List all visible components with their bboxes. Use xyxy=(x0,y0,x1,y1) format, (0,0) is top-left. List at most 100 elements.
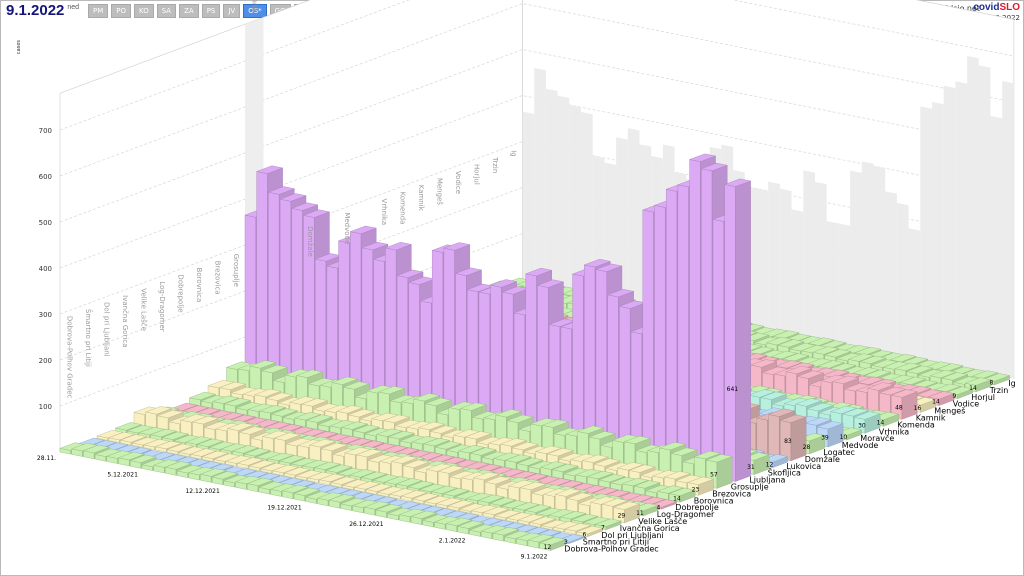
back-municipality-label: Domžale xyxy=(306,226,314,257)
back-municipality-label: Ig xyxy=(509,150,517,157)
municipality-label: Vodice xyxy=(953,400,979,409)
municipality-label: Logatec xyxy=(823,448,855,457)
tab-pm[interactable]: PM xyxy=(88,4,109,18)
gridline xyxy=(59,3,1014,177)
shadow-bar xyxy=(826,221,839,343)
z-tick-label: 200 xyxy=(39,357,52,365)
shadow-bar xyxy=(522,111,535,282)
bar xyxy=(612,501,641,524)
back-municipality-label: Dobrepolje xyxy=(176,274,184,312)
municipality-label: Borovnica xyxy=(694,496,734,505)
municipality-label: Velike Lašče xyxy=(638,516,687,526)
tab-jv[interactable]: JV xyxy=(223,4,241,18)
back-municipality-label: Medvode xyxy=(343,212,351,244)
z-tick-label: 100 xyxy=(39,403,52,411)
back-municipality-label: Ljubljana xyxy=(250,0,258,12)
municipality-label: Horjul xyxy=(971,393,995,402)
back-municipality-label: Brezovica xyxy=(213,261,221,295)
tab-za[interactable]: ZA xyxy=(179,4,199,18)
municipality-label: Grosuplje xyxy=(731,483,769,492)
municipality-label: Dobrepolje xyxy=(675,503,719,512)
tab-sa[interactable]: SA xyxy=(156,4,177,18)
municipality-label: Vrhnika xyxy=(879,427,909,436)
back-municipality-label: Log-Dragomer xyxy=(158,281,166,331)
value-label: 14 xyxy=(673,495,681,502)
municipality-label: Domžale xyxy=(805,455,840,464)
shadow-bar xyxy=(815,181,827,341)
day-label: ned xyxy=(67,4,80,11)
shadow-bar xyxy=(967,56,979,372)
shadow-bar xyxy=(896,202,909,358)
municipality-label: Ivančna Gorica xyxy=(620,523,680,533)
date-tick-label: 12.12.2021 xyxy=(185,488,220,495)
date-tick-label: 5.12.2021 xyxy=(107,471,138,478)
shadow-bar xyxy=(756,188,769,329)
back-municipality-label: Šmartno pri Litiji xyxy=(84,309,93,367)
back-municipality-label: Borovnica xyxy=(195,268,203,303)
value-label: 641 xyxy=(727,386,739,393)
value-label: 23 xyxy=(692,486,700,493)
value-label: 29 xyxy=(618,513,626,520)
value-label: 10 xyxy=(840,434,848,441)
value-label: 31 xyxy=(747,464,755,471)
value-label: 11 xyxy=(636,510,644,517)
value-label: 7 xyxy=(601,525,605,532)
back-municipality-label: Dobrova-Polhov Gradec xyxy=(65,316,73,399)
back-municipality-label: Dol pri Ljubljani xyxy=(102,302,110,357)
back-municipality-label: Velike Lašče xyxy=(139,288,147,331)
bar xyxy=(723,178,752,482)
back-municipality-label: Vodice xyxy=(454,171,462,194)
municipality-label: Kamnik xyxy=(916,414,946,423)
date-tick-label: 26.12.2021 xyxy=(349,521,384,528)
value-label: 39 xyxy=(821,434,829,441)
date-tick-label: 2.1.2022 xyxy=(439,537,466,544)
back-municipality-label: Horjul xyxy=(472,164,480,185)
gridline xyxy=(59,49,1014,223)
tab-po[interactable]: PO xyxy=(111,4,131,18)
value-label: 6 xyxy=(582,532,586,539)
tab-osstar[interactable]: OS* xyxy=(243,4,267,18)
value-label: 9 xyxy=(952,393,956,400)
z-tick-label: 500 xyxy=(39,219,52,227)
tab-ps[interactable]: PS xyxy=(201,4,221,18)
municipality-label: Ljubljana xyxy=(749,476,785,485)
brand-logo: covidSLO xyxy=(973,2,1020,13)
back-municipality-label: Komenda xyxy=(398,192,406,225)
shadow-bar xyxy=(569,104,581,292)
shadow-bar xyxy=(990,115,1003,376)
bar xyxy=(575,525,604,538)
municipality-label: Dobrova-Polhov Gradec xyxy=(564,545,658,554)
last-value-labels: 12 3 6 7 29 11 4 14 23 57 641 31 12 83 28 39 10 30 14 48 16 1… xyxy=(544,379,994,551)
shadow-bar xyxy=(908,228,921,360)
bar xyxy=(668,487,696,503)
shadow-bar xyxy=(616,137,628,301)
municipality-label: Dol pri Ljubljani xyxy=(601,531,663,540)
value-label: 14 xyxy=(932,399,940,406)
value-label: 57 xyxy=(710,472,718,479)
z-tick-label: 600 xyxy=(39,173,52,181)
municipality-label: Šmartno pri Litiji xyxy=(583,536,649,547)
shadow-bar xyxy=(920,106,932,362)
value-label: 14 xyxy=(969,385,977,392)
back-municipality-label: Ivančna Gorica xyxy=(121,295,129,347)
shadow-bar xyxy=(850,170,862,348)
value-label: 14 xyxy=(877,419,885,426)
z-tick-label: 300 xyxy=(39,311,52,319)
bar xyxy=(538,536,567,551)
date-title: 9.1.2022 ned xyxy=(6,2,80,19)
bar xyxy=(594,518,622,531)
tab-ko[interactable]: KO xyxy=(134,4,154,18)
shadow-bar xyxy=(534,67,546,285)
shadow-bar xyxy=(955,81,968,369)
gridline xyxy=(59,0,1014,131)
z-tick-label: 700 xyxy=(39,127,52,135)
value-label: 16 xyxy=(914,405,922,412)
shadow-bar xyxy=(803,170,815,339)
back-municipality-label: Mengeš xyxy=(435,178,443,206)
back-municipality-label: Grosuplje xyxy=(232,254,240,287)
bar xyxy=(779,414,807,462)
back-labels: Dobrova-Polhov Gradec Šmartno pri Litiji D… xyxy=(65,0,517,399)
back-municipality-label: Trzin xyxy=(491,156,499,173)
